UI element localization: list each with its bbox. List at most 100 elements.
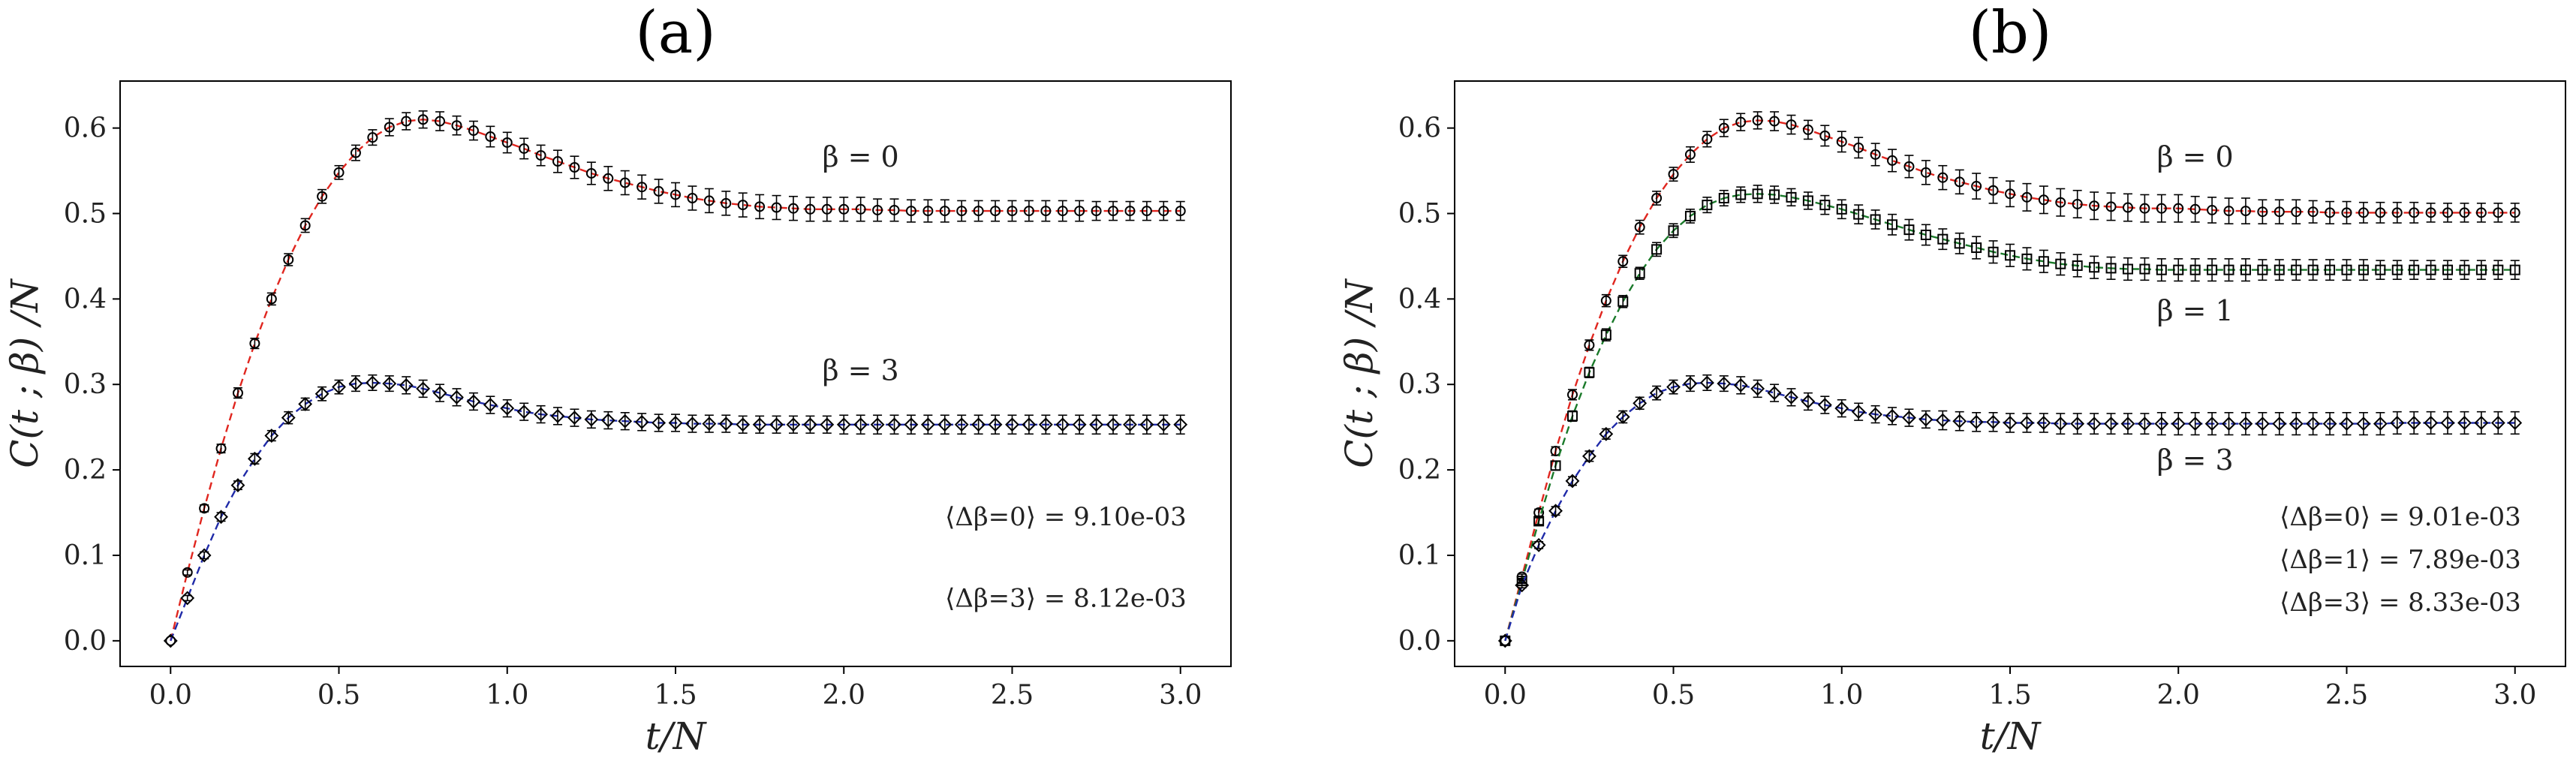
data-point bbox=[2021, 253, 2033, 264]
data-point bbox=[1615, 410, 1630, 424]
data-point bbox=[2038, 194, 2049, 206]
series-2: β = 3 bbox=[1497, 374, 2523, 648]
data-point bbox=[905, 206, 916, 217]
data-point bbox=[1769, 189, 1780, 200]
data-point bbox=[2493, 207, 2504, 218]
data-point bbox=[652, 416, 666, 430]
data-point bbox=[2072, 198, 2083, 209]
stat-annotation: ⟨Δβ=0⟩ = 9.01e-03 bbox=[2280, 502, 2521, 532]
data-point bbox=[2340, 417, 2354, 432]
data-point bbox=[569, 162, 580, 173]
data-point bbox=[2240, 206, 2251, 217]
data-point bbox=[2255, 417, 2270, 432]
data-point bbox=[853, 417, 868, 432]
data-point bbox=[1817, 398, 1832, 412]
data-point bbox=[2257, 264, 2268, 275]
series-0: β = 0 bbox=[1500, 111, 2520, 646]
data-point bbox=[2391, 264, 2403, 275]
x-tick-label: 0.5 bbox=[1652, 680, 1695, 711]
data-point bbox=[2207, 264, 2218, 275]
data-point bbox=[466, 394, 481, 409]
data-point bbox=[2055, 197, 2066, 208]
data-point bbox=[2156, 203, 2167, 214]
data-point bbox=[1651, 244, 1663, 255]
data-point bbox=[249, 338, 260, 349]
data-point bbox=[1851, 405, 1866, 420]
data-point bbox=[2409, 207, 2420, 218]
data-point bbox=[1139, 417, 1154, 432]
data-point bbox=[2003, 416, 2018, 430]
data-point bbox=[718, 417, 733, 432]
data-point bbox=[1581, 449, 1596, 464]
data-point bbox=[687, 193, 698, 203]
stat-annotation: ⟨Δβ=3⟩ = 8.12e-03 bbox=[945, 583, 1187, 613]
data-point bbox=[1937, 172, 1949, 183]
x-tick-label: 0.0 bbox=[149, 680, 192, 711]
data-point bbox=[2238, 417, 2253, 432]
data-point bbox=[182, 567, 193, 578]
data-point bbox=[2120, 417, 2135, 432]
data-point bbox=[1819, 130, 1831, 141]
data-point bbox=[350, 147, 361, 158]
data-point bbox=[1091, 206, 1102, 217]
data-point bbox=[2036, 416, 2051, 430]
data-point bbox=[165, 635, 176, 646]
data-point bbox=[1074, 206, 1085, 217]
data-point bbox=[1683, 376, 1698, 391]
data-point bbox=[2307, 264, 2319, 275]
data-point bbox=[399, 377, 414, 393]
plot-frame bbox=[119, 80, 1232, 667]
data-point bbox=[1634, 221, 1645, 233]
data-point bbox=[2391, 207, 2403, 218]
data-point bbox=[703, 195, 715, 206]
panel-0: (a) 0.0 0.5 1.0 1.5 2.0 2.5 3.0 0.0 0.1 0.2 0.3 0.4 0… bbox=[3, 0, 1232, 758]
y-tick-label: 0.2 bbox=[1398, 455, 1441, 486]
data-point bbox=[333, 167, 345, 178]
data-point bbox=[2409, 264, 2420, 275]
data-point bbox=[2509, 264, 2520, 275]
y-tick-label: 0.3 bbox=[1398, 369, 1441, 400]
data-point bbox=[990, 206, 1001, 217]
data-point bbox=[2474, 416, 2489, 430]
data-point bbox=[298, 397, 313, 411]
data-point bbox=[2188, 417, 2203, 432]
data-point bbox=[417, 114, 429, 125]
series-1: β = 3 bbox=[163, 354, 1188, 648]
data-point bbox=[1023, 206, 1034, 217]
data-point bbox=[920, 417, 935, 432]
stat-annotation: ⟨Δβ=1⟩ = 7.89e-03 bbox=[2280, 545, 2521, 575]
data-point bbox=[2223, 264, 2234, 275]
data-point bbox=[2089, 262, 2100, 273]
y-axis-label: C(t ; β) /N bbox=[1338, 278, 1381, 468]
data-point bbox=[1089, 417, 1104, 432]
data-point bbox=[1548, 504, 1563, 519]
data-point bbox=[180, 591, 195, 606]
data-point bbox=[1988, 185, 1999, 196]
data-point bbox=[2440, 416, 2455, 430]
data-point bbox=[2070, 417, 2085, 432]
data-point bbox=[2272, 417, 2287, 432]
data-point bbox=[2072, 260, 2083, 271]
data-point bbox=[2325, 207, 2336, 218]
data-point bbox=[1702, 134, 1713, 145]
data-point bbox=[1040, 206, 1052, 217]
data-point bbox=[2493, 264, 2504, 275]
data-point bbox=[197, 548, 212, 563]
data-point bbox=[550, 408, 565, 423]
data-point bbox=[1918, 412, 1934, 427]
data-point bbox=[1819, 200, 1831, 211]
data-point bbox=[1124, 206, 1136, 217]
data-point bbox=[887, 417, 901, 432]
data-point bbox=[2291, 206, 2302, 218]
data-point bbox=[2306, 417, 2321, 432]
data-point bbox=[2307, 206, 2319, 218]
data-point bbox=[1702, 200, 1713, 211]
data-point bbox=[973, 206, 984, 217]
data-point bbox=[1735, 189, 1747, 200]
data-point bbox=[1649, 386, 1664, 401]
data-point bbox=[1584, 367, 1595, 378]
data-point bbox=[988, 417, 1003, 432]
data-point bbox=[2325, 264, 2336, 275]
stat-annotation: ⟨Δβ=3⟩ = 8.33e-03 bbox=[2280, 588, 2521, 618]
data-point bbox=[2406, 416, 2421, 430]
